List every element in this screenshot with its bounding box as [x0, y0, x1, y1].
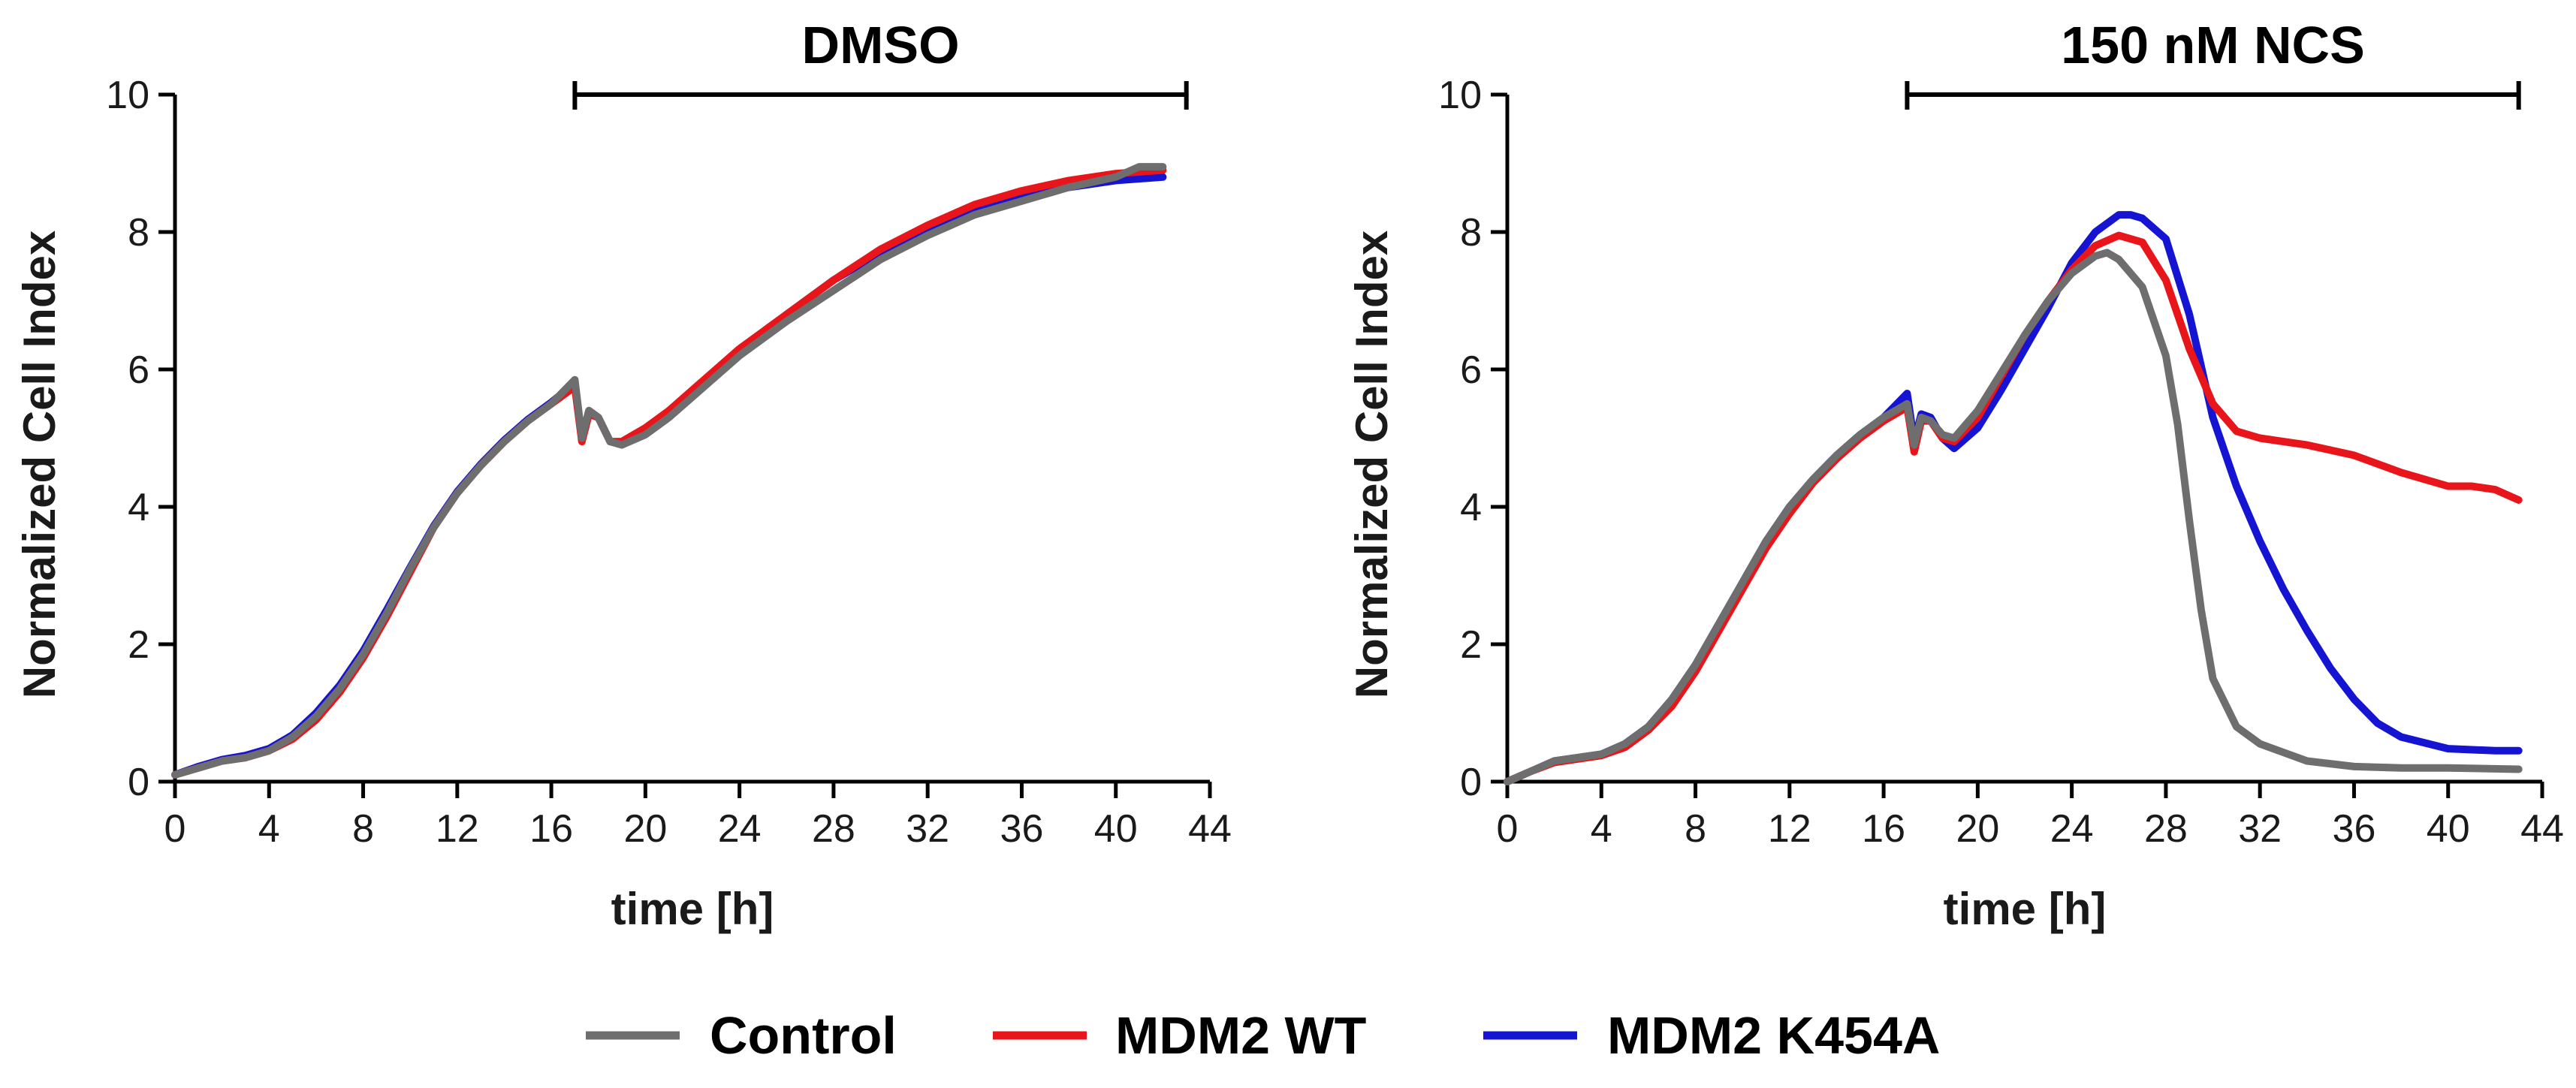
y-tick-label: 8 [128, 211, 149, 255]
x-tick-label: 0 [1497, 807, 1519, 851]
x-tick-label: 32 [906, 807, 949, 851]
y-tick-label: 2 [128, 623, 149, 667]
legend-label-control: Control [710, 1006, 897, 1065]
y-tick-label: 2 [1460, 623, 1482, 667]
x-tick-label: 24 [718, 807, 762, 851]
y-tick-label: 4 [1460, 486, 1482, 529]
x-tick-label: 8 [352, 807, 374, 851]
series-line-mdm2-k454a [1504, 211, 2523, 785]
series-line-mdm2-k454a [171, 173, 1167, 779]
x-tick-label: 20 [1956, 807, 1999, 851]
x-tick-label: 36 [1000, 807, 1044, 851]
y-axis-title: Normalized Cell Index [14, 231, 65, 699]
x-tick-label: 0 [164, 807, 186, 851]
x-tick-label: 16 [529, 807, 573, 851]
x-tick-label: 44 [1188, 807, 1232, 851]
legend-label-mdm2-wt: MDM2 WT [1115, 1006, 1366, 1065]
panel-title: DMSO [802, 16, 960, 74]
treatment-bracket [1905, 81, 2521, 110]
y-tick-label: 0 [128, 761, 149, 804]
x-tick-label: 40 [2427, 807, 2470, 851]
x-tick-label: 16 [1862, 807, 1905, 851]
y-tick-label: 6 [1460, 348, 1482, 392]
y-tick-label: 10 [1438, 74, 1482, 117]
x-tick-label: 44 [2520, 807, 2564, 851]
x-tick-label: 24 [2050, 807, 2094, 851]
y-tick-label: 8 [1460, 211, 1482, 255]
x-tick-label: 20 [623, 807, 667, 851]
panel-title: 150 nM NCS [2061, 16, 2365, 74]
x-tick-label: 12 [1768, 807, 1811, 851]
x-tick-label: 12 [436, 807, 479, 851]
x-tick-label: 8 [1685, 807, 1706, 851]
legend: Control MDM2 WT MDM2 K454A [586, 1006, 1940, 1065]
series-line-mdm2-wt [171, 166, 1167, 779]
x-tick-label: 40 [1094, 807, 1138, 851]
x-tick-label: 36 [2333, 807, 2376, 851]
x-tick-label: 4 [258, 807, 280, 851]
y-axis-title: Normalized Cell Index [1347, 231, 1397, 699]
x-axis-title: time [h] [611, 884, 774, 934]
treatment-bracket [572, 81, 1189, 110]
series-line-control [171, 163, 1167, 779]
y-tick-label: 10 [106, 74, 149, 117]
x-tick-label: 28 [2144, 807, 2188, 851]
legend-label-mdm2-k454a: MDM2 K454A [1607, 1006, 1940, 1065]
y-tick-label: 0 [1460, 761, 1482, 804]
x-tick-label: 28 [812, 807, 855, 851]
x-tick-label: 32 [2238, 807, 2282, 851]
y-tick-label: 6 [128, 348, 149, 392]
x-axis-title: time [h] [1944, 884, 2107, 934]
y-tick-label: 4 [128, 486, 149, 529]
series-line-control [1504, 249, 2523, 785]
series-line-mdm2-wt [1504, 231, 2523, 785]
x-tick-label: 4 [1591, 807, 1612, 851]
